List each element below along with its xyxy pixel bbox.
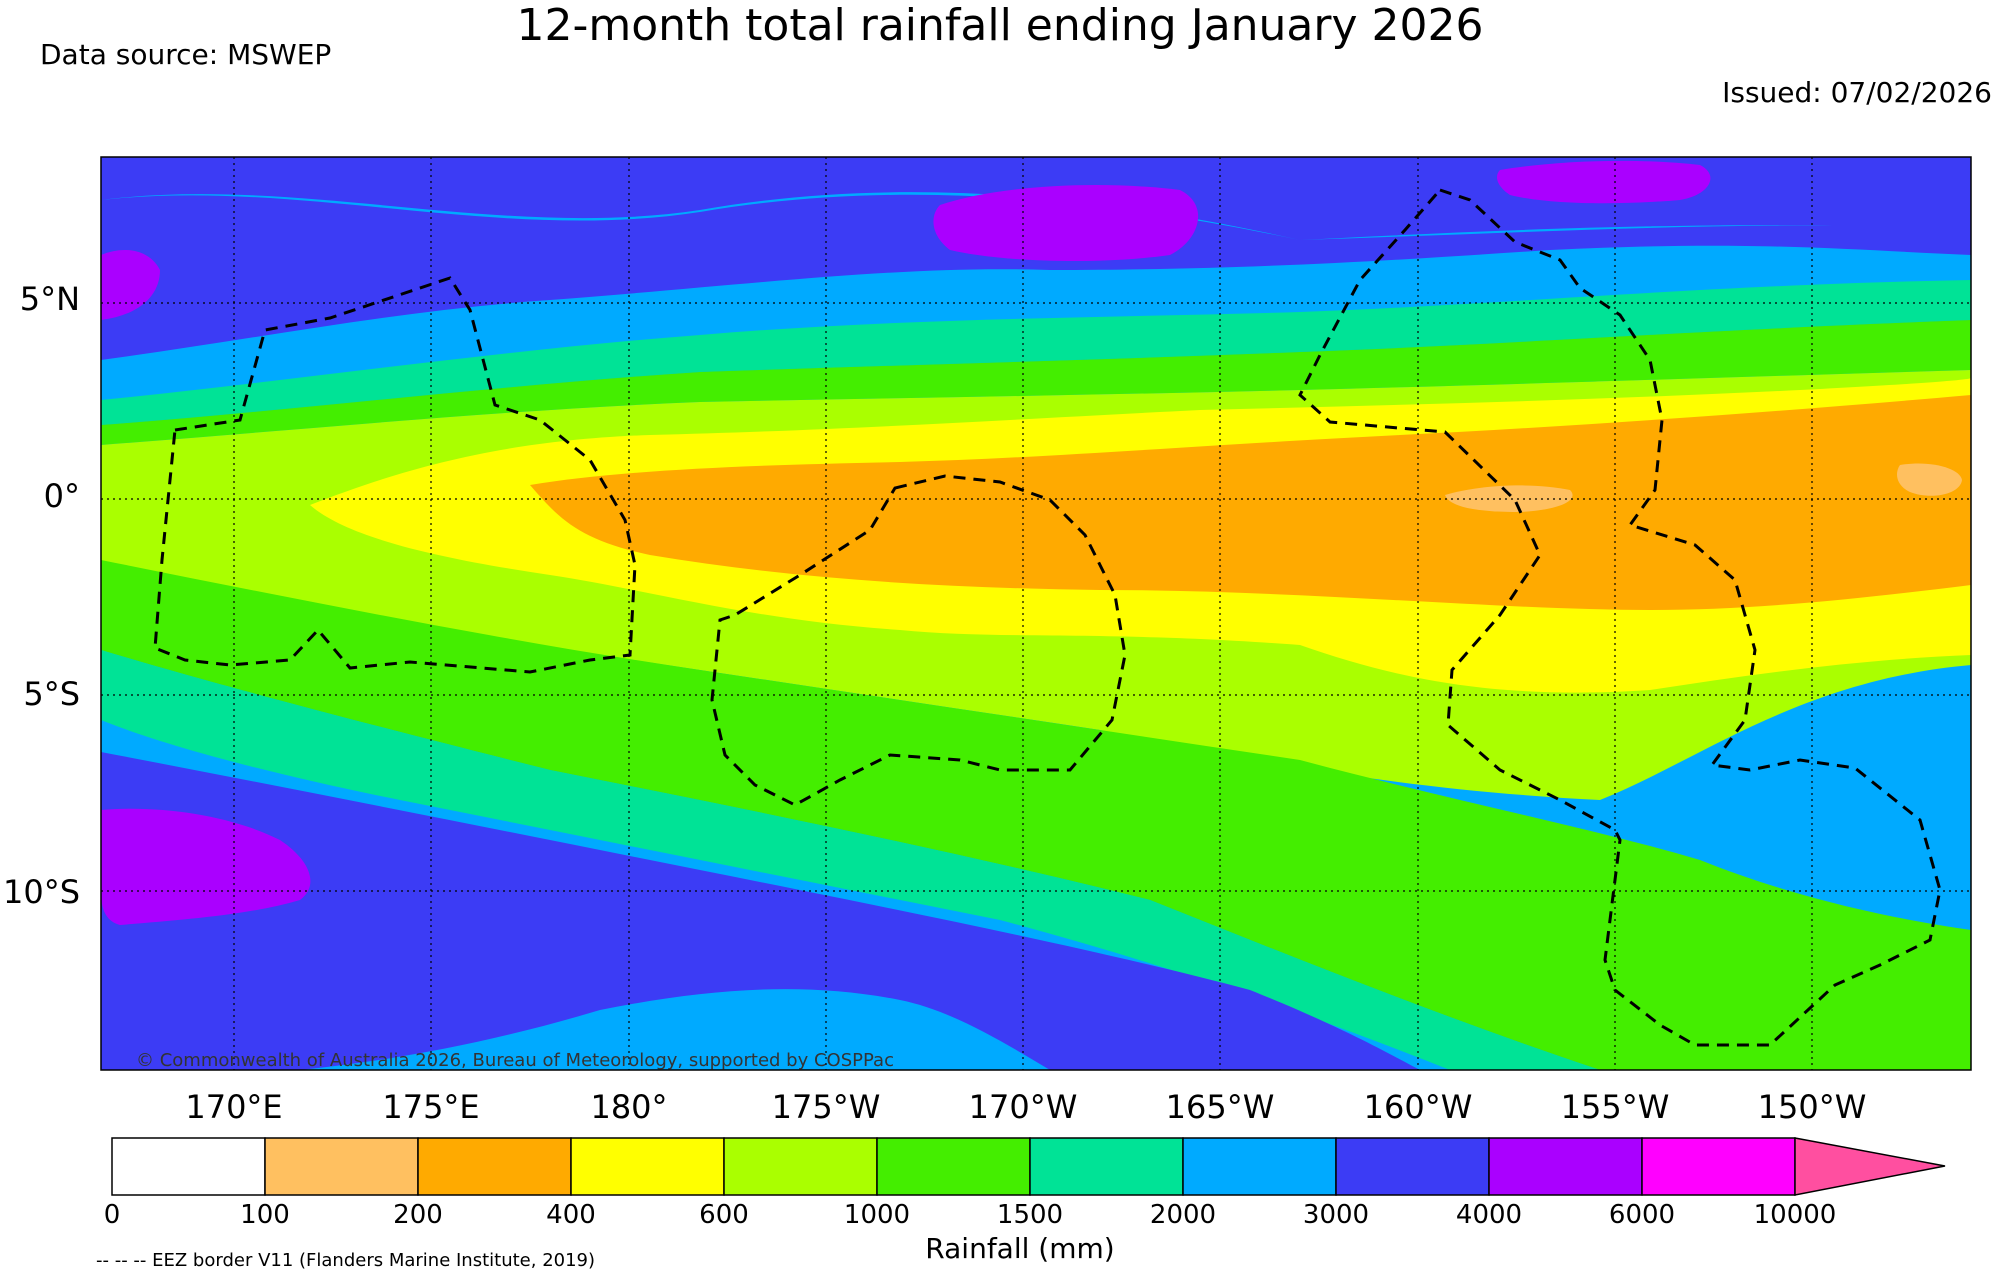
band-south-teal: [101, 650, 1600, 1070]
colorbar-swatch-0: [111, 1137, 266, 1196]
map-frame: [100, 156, 1972, 1071]
copyright-notice: © Commonwealth of Australia 2026, Bureau…: [136, 1050, 894, 1071]
colorbar-label: 3000: [1302, 1200, 1370, 1230]
colorbar-label: 1000: [843, 1200, 911, 1230]
lon-tick-165w: 165°W: [1165, 1088, 1275, 1126]
lat-tick-5n: 5°N: [19, 280, 80, 318]
rainfall-contours: [101, 157, 1971, 1070]
colorbar-swatch-8: [1335, 1137, 1490, 1196]
band-purple-southwest: [101, 808, 311, 925]
graticule: [101, 157, 1971, 1070]
band-light-orange-a: [1445, 485, 1573, 512]
colorbar-swatch-4: [723, 1137, 878, 1196]
colorbar-swatch-7: [1182, 1137, 1337, 1196]
colorbar-swatch-5: [876, 1137, 1031, 1196]
lon-tick-160w: 160°W: [1363, 1088, 1473, 1126]
lon-tick-175e: 175°E: [382, 1088, 480, 1126]
eez-line-islands: [1298, 188, 1942, 1047]
issued-date-label: Issued: 07/02/2026: [1722, 76, 1992, 109]
lat-tick-0: 0°: [43, 477, 80, 515]
eez-borders: [153, 188, 1942, 1047]
lon-tick-150w: 150°W: [1757, 1088, 1867, 1126]
band-light-orange-b: [1897, 463, 1962, 496]
lat-tick-5s: 5°S: [23, 675, 80, 713]
colorbar-label: 0: [103, 1200, 121, 1230]
band-orange: [530, 395, 1971, 610]
colorbar-label: 10000: [1753, 1200, 1837, 1230]
lat-tick-10s: 10°S: [2, 873, 80, 911]
eez-phoenix: [710, 474, 1127, 807]
colorbar-extend-arrow: [1794, 1137, 1946, 1196]
colorbar-label: 200: [393, 1200, 443, 1230]
lon-tick-180: 180°: [590, 1088, 668, 1126]
eez-tuvalu-kiribati-west: [153, 276, 637, 674]
colorbar-swatch-1: [264, 1137, 419, 1196]
colorbar-title: Rainfall (mm): [925, 1232, 1115, 1265]
eez-border-note: -- -- -- EEZ border V11 (Flanders Marine…: [96, 1250, 596, 1271]
colorbar-label: 2000: [1149, 1200, 1217, 1230]
band-purple-north: [933, 185, 1199, 262]
band-purple-northeast: [1497, 160, 1711, 204]
band-south-blue: [101, 752, 1420, 1070]
lon-tick-175w: 175°W: [771, 1088, 881, 1126]
lon-tick-170e: 170°E: [185, 1088, 283, 1126]
colorbar-label: 100: [240, 1200, 290, 1230]
band-purple-northwest: [101, 250, 160, 320]
colorbar-label: 6000: [1608, 1200, 1676, 1230]
lon-tick-170w: 170°W: [968, 1088, 1078, 1126]
band-north-teal: [101, 280, 1971, 425]
colorbar-label: 1500: [996, 1200, 1064, 1230]
colorbar-swatch-6: [1029, 1137, 1184, 1196]
colorbar-swatch-2: [417, 1137, 572, 1196]
band-south-green: [101, 560, 1971, 1070]
colorbar-swatch-10: [1641, 1137, 1796, 1196]
colorbar-label: 600: [699, 1200, 749, 1230]
band-north-green: [101, 320, 1971, 445]
data-source-label: Data source: MSWEP: [40, 38, 332, 71]
lon-tick-155w: 155°W: [1560, 1088, 1670, 1126]
colorbar-label: 4000: [1455, 1200, 1523, 1230]
map-title: 12-month total rainfall ending January 2…: [516, 0, 1484, 51]
colorbar: [111, 1137, 1946, 1196]
colorbar-swatch-9: [1488, 1137, 1643, 1196]
colorbar-swatch-3: [570, 1137, 725, 1196]
colorbar-label: 400: [546, 1200, 596, 1230]
